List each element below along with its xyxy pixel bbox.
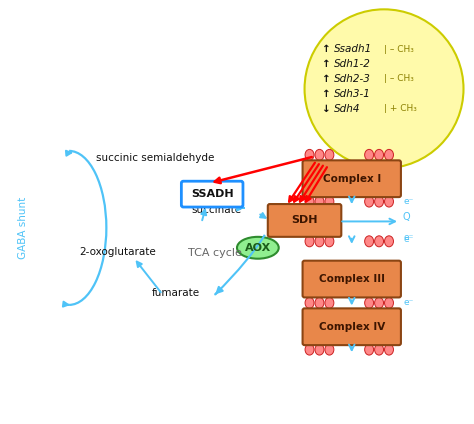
Text: | + CH₃: | + CH₃ xyxy=(384,104,417,113)
Ellipse shape xyxy=(365,236,374,247)
Ellipse shape xyxy=(365,344,374,355)
Text: succinic semialdehyde: succinic semialdehyde xyxy=(96,153,215,163)
Text: Sdh4: Sdh4 xyxy=(334,104,361,114)
Text: ↑: ↑ xyxy=(322,74,334,84)
Ellipse shape xyxy=(374,297,383,308)
Ellipse shape xyxy=(305,149,314,160)
Text: e⁻: e⁻ xyxy=(404,298,414,307)
FancyBboxPatch shape xyxy=(182,181,243,207)
Ellipse shape xyxy=(365,196,374,207)
Ellipse shape xyxy=(384,236,393,247)
Ellipse shape xyxy=(325,297,334,308)
Ellipse shape xyxy=(315,149,324,160)
Text: SDH: SDH xyxy=(292,215,318,226)
Text: Sdh2-3: Sdh2-3 xyxy=(334,74,371,84)
Ellipse shape xyxy=(384,149,393,160)
Ellipse shape xyxy=(315,297,324,308)
Text: | – CH₃: | – CH₃ xyxy=(384,45,414,53)
Text: succinate: succinate xyxy=(191,205,241,215)
Text: | – CH₃: | – CH₃ xyxy=(384,74,414,84)
Ellipse shape xyxy=(305,236,314,247)
Ellipse shape xyxy=(384,297,393,308)
Text: Complex I: Complex I xyxy=(323,174,381,184)
Text: ↑: ↑ xyxy=(322,44,334,54)
Text: 2-oxoglutarate: 2-oxoglutarate xyxy=(80,247,156,257)
Text: Sdh1-2: Sdh1-2 xyxy=(334,59,371,69)
Ellipse shape xyxy=(305,297,314,308)
Ellipse shape xyxy=(315,344,324,355)
Text: ↑: ↑ xyxy=(322,59,334,69)
Ellipse shape xyxy=(305,344,314,355)
Text: ↓: ↓ xyxy=(322,104,334,114)
Ellipse shape xyxy=(384,196,393,207)
Ellipse shape xyxy=(374,196,383,207)
Text: Ssadh1: Ssadh1 xyxy=(334,44,373,54)
Text: TCA cycle: TCA cycle xyxy=(188,248,242,258)
Text: SSADH: SSADH xyxy=(191,189,234,199)
Text: e⁻: e⁻ xyxy=(404,197,414,206)
Text: e⁻: e⁻ xyxy=(404,233,414,243)
Ellipse shape xyxy=(374,149,383,160)
Ellipse shape xyxy=(325,149,334,160)
Text: Complex IV: Complex IV xyxy=(319,322,385,332)
Ellipse shape xyxy=(325,196,334,207)
Ellipse shape xyxy=(315,236,324,247)
Text: Sdh3-1: Sdh3-1 xyxy=(334,89,371,99)
Text: Q: Q xyxy=(403,212,410,223)
Ellipse shape xyxy=(305,196,314,207)
Ellipse shape xyxy=(315,196,324,207)
Ellipse shape xyxy=(365,297,374,308)
Ellipse shape xyxy=(325,236,334,247)
Circle shape xyxy=(305,9,464,168)
Ellipse shape xyxy=(374,344,383,355)
FancyBboxPatch shape xyxy=(302,261,401,298)
Text: Complex III: Complex III xyxy=(319,274,385,284)
Text: ↑: ↑ xyxy=(322,89,334,99)
Ellipse shape xyxy=(374,236,383,247)
FancyBboxPatch shape xyxy=(302,160,401,197)
Text: e⁻: e⁻ xyxy=(404,235,414,244)
Ellipse shape xyxy=(365,149,374,160)
FancyBboxPatch shape xyxy=(302,308,401,345)
FancyBboxPatch shape xyxy=(268,204,341,237)
Ellipse shape xyxy=(384,344,393,355)
Text: AOX: AOX xyxy=(245,243,271,253)
Text: fumarate: fumarate xyxy=(151,288,200,298)
Ellipse shape xyxy=(237,237,279,259)
Text: GABA shunt: GABA shunt xyxy=(18,197,28,259)
Ellipse shape xyxy=(325,344,334,355)
